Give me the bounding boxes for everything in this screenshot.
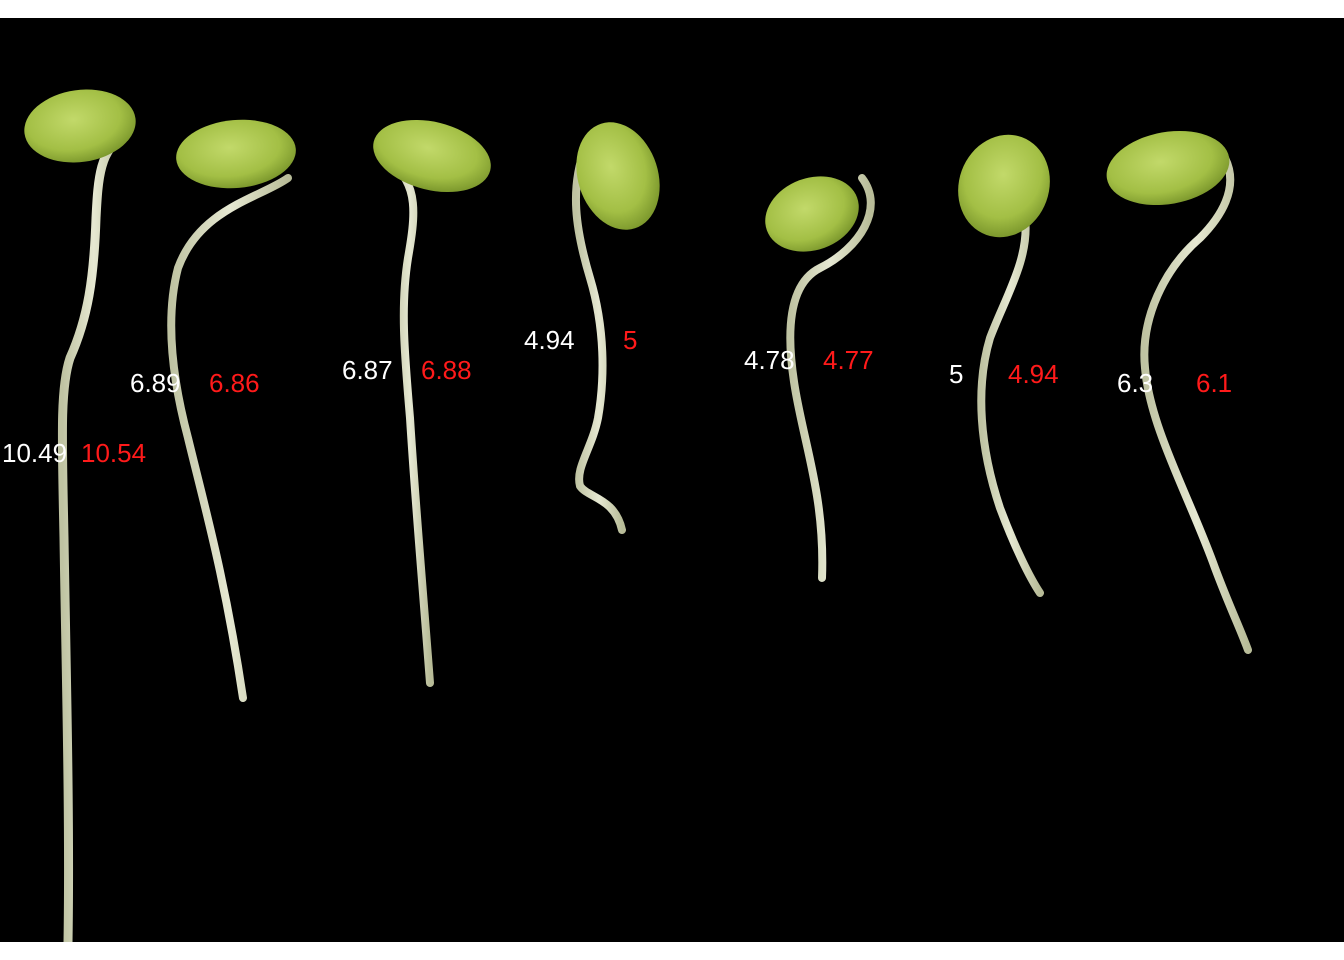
- sprout-3-white-label: 6.87: [342, 355, 393, 385]
- sprout-3-red-label: 6.88: [421, 355, 472, 385]
- hypocotyl: [1140, 154, 1252, 654]
- sprout-7-red-label: 6.1: [1196, 368, 1233, 398]
- seed: [958, 134, 1050, 238]
- sprout-6: [958, 134, 1050, 597]
- sprout-6-red-label: 4.94: [1008, 359, 1059, 389]
- hypocotyl: [571, 144, 626, 534]
- seed: [1106, 130, 1230, 206]
- sprout-4: [571, 122, 660, 534]
- sprout-5-red-label: 4.77: [823, 345, 874, 375]
- sprout-2: [167, 119, 296, 702]
- sprout-2-white-label: 6.89: [130, 368, 181, 398]
- sprout-5: [765, 174, 875, 582]
- sprout-3: [373, 119, 491, 687]
- seed: [24, 89, 136, 163]
- hypocotyl: [167, 174, 292, 702]
- hypocotyl: [977, 214, 1044, 597]
- seed: [373, 119, 491, 193]
- sprouts-photo: [24, 89, 1252, 942]
- hypocotyl: [57, 131, 130, 942]
- sprout-7: [1106, 130, 1252, 654]
- sprout-4-red-label: 5: [623, 325, 638, 355]
- seed: [576, 122, 660, 230]
- seed: [765, 176, 859, 252]
- sprout-4-white-label: 4.94: [524, 325, 575, 355]
- hypocotyl: [786, 174, 875, 582]
- hypocotyl: [386, 159, 434, 687]
- sprout-2-red-label: 6.86: [209, 368, 260, 398]
- sprout-5-white-label: 4.78: [744, 345, 795, 375]
- sprout-1-red-label: 10.54: [81, 438, 147, 468]
- sprout-1-white-label: 10.49: [2, 438, 68, 468]
- sprout-7-white-label: 6.3: [1117, 368, 1154, 398]
- photo-stage: 10.49 10.54 6.89 6.86 6.87 6.88 4.94 5 4…: [0, 18, 1344, 942]
- sprout-6-white-label: 5: [949, 359, 964, 389]
- seed: [176, 119, 296, 189]
- sprout-1: [24, 89, 136, 942]
